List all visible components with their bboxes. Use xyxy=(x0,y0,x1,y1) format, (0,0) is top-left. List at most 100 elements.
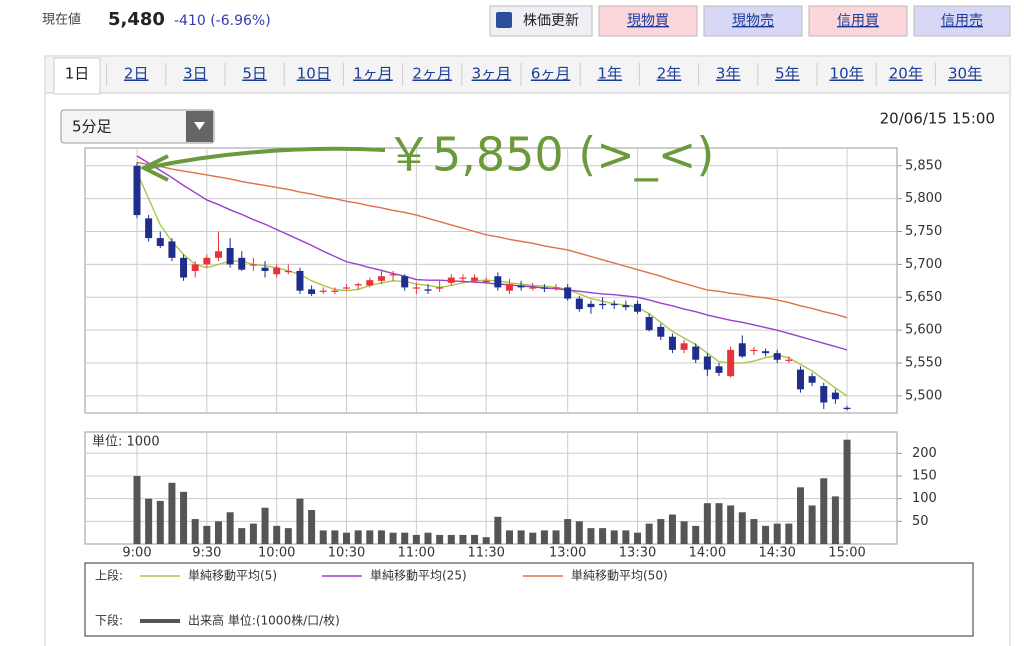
volume-bar xyxy=(377,530,385,544)
candle-body xyxy=(773,353,781,360)
candle-body xyxy=(471,277,479,281)
candle-body xyxy=(249,264,257,266)
candle-body xyxy=(540,287,548,289)
candle-body xyxy=(517,285,525,288)
candle-body xyxy=(424,289,432,291)
period-tab[interactable]: 2ヶ月 xyxy=(412,65,452,83)
volume-bar xyxy=(191,519,199,544)
volume-bar xyxy=(389,532,397,544)
period-tab[interactable]: 6ヶ月 xyxy=(531,65,571,83)
period-tab[interactable]: 2年 xyxy=(657,65,682,83)
period-tab[interactable]: 3日 xyxy=(183,65,208,83)
legend-label: 上段: xyxy=(95,568,123,583)
volume-bar xyxy=(505,530,513,544)
legend-entry: 出来高 単位:(1000株/口/枚) xyxy=(188,613,340,628)
candle-body xyxy=(610,303,618,306)
candle-body xyxy=(622,305,630,308)
y-tick-label: 5,700 xyxy=(905,257,942,272)
volume-bar xyxy=(424,532,432,544)
candle-body xyxy=(599,303,607,306)
interval-select[interactable] xyxy=(60,109,215,144)
volume-bar xyxy=(401,532,409,544)
candle-body xyxy=(168,241,176,258)
volume-bar xyxy=(564,519,572,544)
candle-body xyxy=(575,298,583,310)
volume-bar xyxy=(750,519,758,544)
candle-body xyxy=(727,349,735,377)
candle-body xyxy=(645,316,653,331)
interval-label: 5分足 xyxy=(72,118,112,136)
volume-bar xyxy=(226,512,234,544)
volume-bar xyxy=(517,530,525,544)
volume-bar xyxy=(238,528,246,544)
candle-body xyxy=(238,257,246,270)
candle-body xyxy=(634,303,642,312)
candle-body xyxy=(226,247,234,265)
header-button-label: 株価更新 xyxy=(523,13,579,29)
candle-body xyxy=(668,336,676,350)
period-tab[interactable]: 3ヶ月 xyxy=(472,65,512,83)
legend-label: 下段: xyxy=(95,613,123,628)
volume-bar xyxy=(180,491,188,544)
volume-bar xyxy=(703,503,711,544)
y-tick-label: 5,800 xyxy=(905,191,942,206)
volume-bar xyxy=(261,507,269,544)
volume-bar xyxy=(552,530,560,544)
legend-entry: 単純移動平均(25) xyxy=(370,569,467,583)
x-tick-label: 9:30 xyxy=(192,546,221,561)
candle-body xyxy=(156,238,164,246)
period-tab[interactable]: 10日 xyxy=(297,65,331,83)
header-button[interactable] xyxy=(808,5,908,37)
active-tab xyxy=(53,57,101,95)
period-tab[interactable]: 5年 xyxy=(775,65,800,83)
volume-bar xyxy=(412,534,420,544)
x-tick-label: 10:30 xyxy=(328,546,365,561)
period-tab[interactable]: 1日 xyxy=(65,65,90,83)
x-tick-label: 9:00 xyxy=(122,546,151,561)
header-button[interactable] xyxy=(913,5,1011,37)
legend-entry: 単純移動平均(50) xyxy=(571,569,668,583)
header-button[interactable] xyxy=(598,5,698,37)
y-tick-label: 200 xyxy=(912,446,937,461)
timestamp: 20/06/15 15:00 xyxy=(880,110,995,128)
period-tab[interactable]: 5日 xyxy=(242,65,267,83)
candle-body xyxy=(657,326,665,337)
volume-bar xyxy=(249,523,257,544)
x-tick-label: 13:00 xyxy=(549,546,586,561)
period-tab[interactable]: 3年 xyxy=(716,65,741,83)
candle-body xyxy=(494,276,502,288)
volume-bar xyxy=(529,532,537,544)
volume-bar xyxy=(692,525,700,544)
candle-body xyxy=(703,356,711,370)
header-button-label: 現物売 xyxy=(732,13,774,29)
x-tick-label: 14:30 xyxy=(758,546,795,561)
candle-body xyxy=(436,287,444,289)
volume-bar xyxy=(133,475,141,544)
candle-body xyxy=(505,284,513,291)
period-tab[interactable]: 1ヶ月 xyxy=(353,65,393,83)
candle-body xyxy=(529,287,537,289)
volume-bar xyxy=(587,528,595,544)
candle-body xyxy=(459,277,467,279)
volume-bar xyxy=(645,523,653,544)
period-tab[interactable]: 10年 xyxy=(830,65,864,83)
header-button[interactable] xyxy=(703,5,803,37)
volume-bar xyxy=(203,525,211,544)
volume-bar xyxy=(622,530,630,544)
candle-body xyxy=(820,386,828,403)
volume-bar xyxy=(738,512,746,544)
period-tab[interactable]: 2日 xyxy=(124,65,149,83)
period-tab[interactable]: 30年 xyxy=(948,65,982,83)
x-tick-label: 11:00 xyxy=(398,546,435,561)
tab-bar xyxy=(46,57,1009,93)
period-tab[interactable]: 20年 xyxy=(889,65,923,83)
candle-body xyxy=(273,267,281,275)
select-arrow xyxy=(194,122,205,130)
y-tick-label: 5,550 xyxy=(905,356,942,371)
period-tab[interactable]: 1年 xyxy=(598,65,623,83)
candle-body xyxy=(412,287,420,289)
candle-body xyxy=(715,366,723,373)
volume-bar xyxy=(762,525,770,544)
y-tick-label: 50 xyxy=(912,514,929,529)
volume-bar xyxy=(796,487,804,544)
